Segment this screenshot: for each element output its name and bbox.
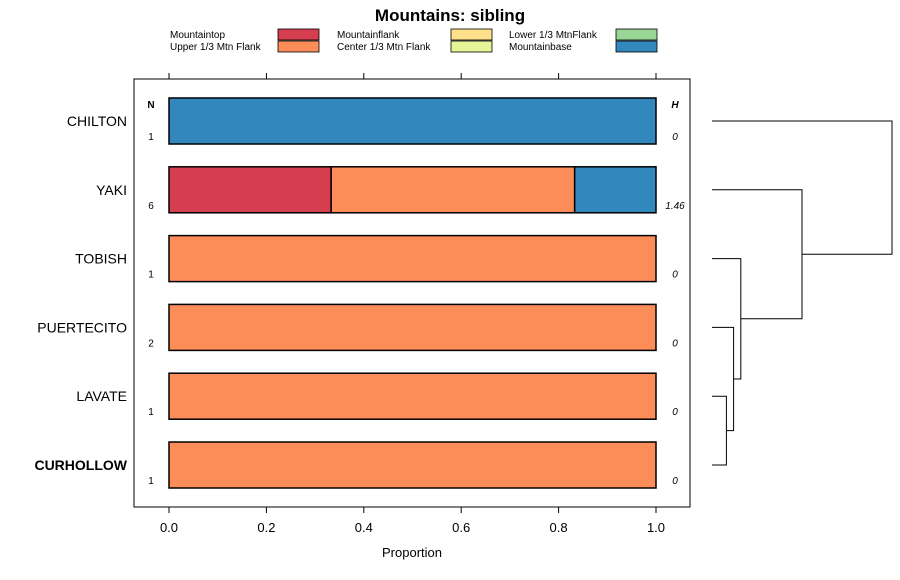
legend-swatch [615, 40, 658, 53]
n-value: 1 [148, 270, 154, 281]
category-label: PUERTECITO [37, 319, 127, 335]
n-value: 1 [148, 407, 154, 418]
bar-segment [573, 166, 657, 214]
n-value: 2 [148, 338, 154, 349]
x-tick-label: 0.4 [355, 520, 373, 535]
legend-label: Mountaintop [170, 30, 225, 41]
bar-segment [168, 441, 657, 489]
legend-label: Mountainflank [337, 30, 400, 41]
h-value: 0 [672, 338, 678, 349]
h-value: 0 [672, 476, 678, 487]
h-value: 0 [672, 132, 678, 143]
legend-swatch [277, 28, 320, 41]
legend-label: Mountainbase [509, 42, 572, 53]
h-value: 0 [672, 270, 678, 281]
x-tick-label: 0.2 [257, 520, 275, 535]
category-label: LAVATE [76, 388, 127, 404]
legend-swatch [615, 28, 658, 41]
legend-label: Lower 1/3 MtnFlank [509, 30, 598, 41]
n-value: 6 [148, 201, 154, 212]
dendrogram-branch [712, 395, 727, 466]
plot-frame [133, 78, 691, 508]
legend-swatch [450, 28, 493, 41]
bar-segment [168, 372, 657, 420]
legend-label: Center 1/3 Mtn Flank [337, 42, 431, 53]
dendrogram [712, 120, 893, 466]
category-label: CURHOLLOW [34, 457, 127, 473]
h-value: 1.46 [665, 201, 685, 212]
x-axis-label: Proportion [382, 545, 442, 560]
x-axis: 0.0 0.2 0.4 0.6 0.8 1.0 [160, 73, 665, 535]
dendrogram-branch [712, 120, 893, 255]
legend-label: Upper 1/3 Mtn Flank [170, 42, 262, 53]
bar-segment [168, 166, 332, 214]
dendrogram-branch [712, 326, 735, 432]
bar-segment [168, 234, 657, 283]
h-value: 0 [672, 407, 678, 418]
dendrogram-branch [712, 258, 742, 380]
x-tick-label: 0.6 [452, 520, 470, 535]
x-tick-label: 0.8 [550, 520, 568, 535]
h-header: H [671, 100, 679, 111]
category-label: CHILTON [67, 113, 127, 129]
category-label: YAKI [96, 182, 127, 198]
n-value: 1 [148, 476, 154, 487]
x-tick-label: 0.0 [160, 520, 178, 535]
bars-layer: CHILTON 1 0 YAKI 6 1.46 TOBISH 1 0 PUERTECITO 2 0 LA… [34, 97, 685, 489]
bar-segment [168, 303, 657, 352]
category-label: TOBISH [75, 251, 127, 267]
x-tick-label: 1.0 [647, 520, 665, 535]
n-header: N [147, 100, 154, 111]
chart-title: Mountains: sibling [375, 6, 525, 25]
dendrogram-branch [712, 189, 803, 320]
bar-segment [330, 166, 576, 214]
bar-segment [168, 97, 657, 145]
legend-swatch [277, 40, 320, 53]
n-value: 1 [148, 132, 154, 143]
legend-swatch [450, 40, 493, 53]
